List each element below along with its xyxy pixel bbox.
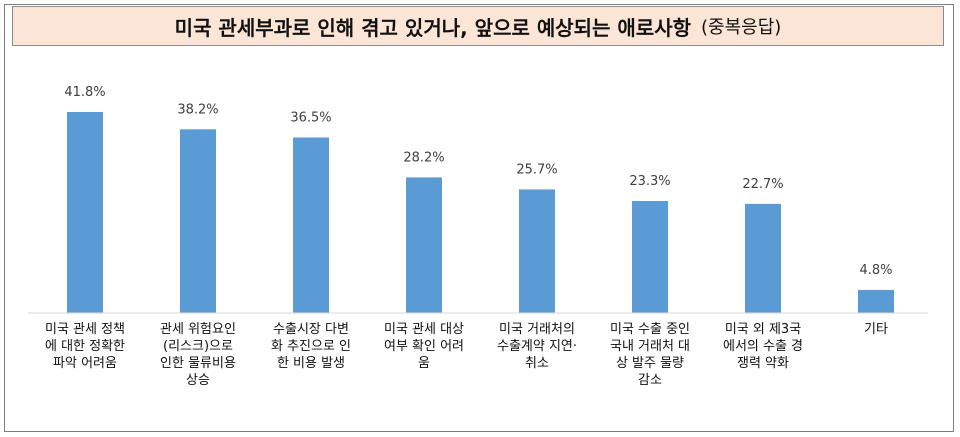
category-label-line: 에서의 수출 경 — [723, 339, 803, 354]
bar-5 — [632, 200, 668, 313]
category-label-line: 미국 관세 정책 — [45, 322, 125, 337]
category-label-line: 파악 어려움 — [53, 356, 117, 371]
chart-title: 미국 관세부과로 인해 겪고 있거나, 앞으로 예상되는 애로사항 — [174, 15, 692, 40]
value-label-5: 23.3% — [629, 174, 670, 189]
category-label-line: 상 발주 물량 — [616, 356, 684, 371]
category-label-line: 여부 확인 어려 — [384, 339, 464, 354]
bar-7 — [858, 289, 894, 313]
category-label-line: 인한 물류비용 — [160, 356, 236, 371]
category-label-line: 감소 — [638, 373, 662, 388]
value-label-1: 38.2% — [177, 102, 218, 117]
chart-subtitle: (중복응답) — [701, 17, 782, 38]
value-label-0: 41.8% — [64, 85, 105, 100]
category-label-line: 수출계약 지연· — [497, 339, 577, 354]
category-label-line: 상승 — [186, 373, 210, 388]
bar-1 — [180, 129, 216, 313]
category-label-line: 한 비용 발생 — [277, 356, 345, 371]
chart-title-box: 미국 관세부과로 인해 겪고 있거나, 앞으로 예상되는 애로사항 (중복응답) — [12, 6, 944, 46]
chart-frame — [4, 4, 954, 432]
value-label-4: 25.7% — [516, 162, 557, 177]
category-label-line: 에 대한 정확한 — [45, 339, 125, 354]
value-label-7: 4.8% — [859, 263, 892, 278]
category-label-line: 미국 거래처의 — [499, 322, 575, 337]
category-label-line: 미국 수출 중인 — [610, 322, 690, 337]
bar-4 — [519, 189, 555, 313]
bar-3 — [406, 177, 442, 313]
category-label-line: 취소 — [525, 356, 549, 371]
category-label-line: 관세 위험요인 — [160, 322, 236, 337]
category-label-line: 화 추진으로 인 — [271, 339, 351, 354]
category-label-line: 기타 — [864, 322, 888, 337]
bar-2 — [293, 137, 329, 313]
category-label-line: 쟁력 약화 — [737, 356, 789, 371]
category-label-line: 수출시장 다변 — [273, 322, 349, 337]
value-label-3: 28.2% — [403, 150, 444, 165]
bar-6 — [745, 203, 781, 313]
category-label-line: 국내 거래처 대 — [610, 339, 690, 354]
value-label-2: 36.5% — [290, 110, 331, 125]
category-label-line: 미국 관세 대상 — [384, 322, 464, 337]
category-label-7: 기타 — [864, 322, 888, 337]
value-label-6: 22.7% — [742, 177, 783, 192]
category-label-line: (리스크)으로 — [163, 339, 233, 354]
category-label-line: 미국 외 제3국 — [725, 322, 801, 337]
category-label-line: 움 — [418, 356, 430, 371]
bar-0 — [67, 112, 103, 313]
